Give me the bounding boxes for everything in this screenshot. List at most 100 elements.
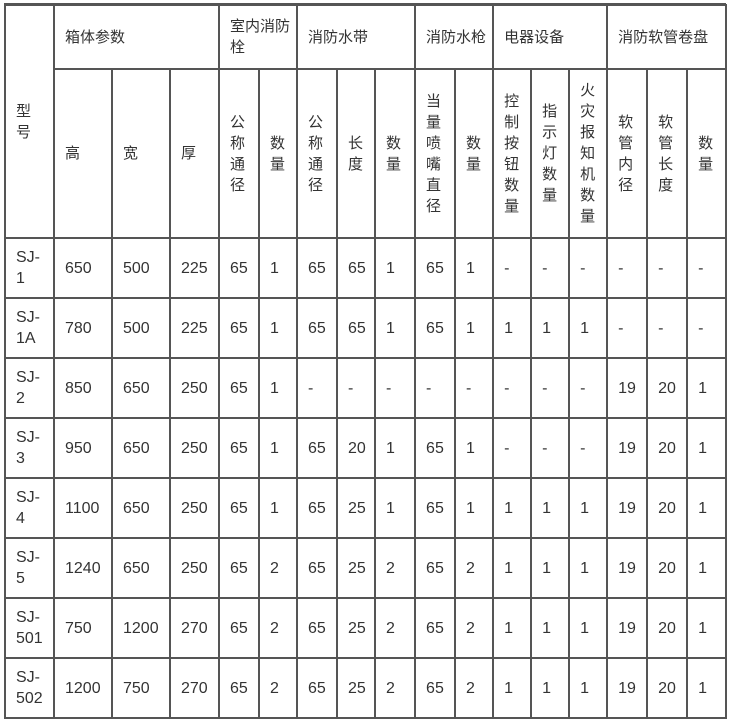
table-cell: - — [530, 417, 571, 479]
table-body: SJ-1 650 500 225 65 1 65 65 1 65 1- - - - - - SJ-1A 780 50… — [4, 237, 728, 719]
header-subcolumn: 厚 — [168, 68, 221, 239]
table-cell: 20 — [646, 417, 689, 479]
header-subcolumn: 高 — [53, 68, 113, 239]
table-cell: 65 — [414, 657, 457, 719]
table-row: SJ-5 1240 650 250 65 2 65 25 2 65 2 1 1 1 19 20 1 — [4, 537, 728, 599]
table-cell: 650 — [53, 237, 113, 299]
header-subcolumn: 火灾报知机数量 — [568, 68, 609, 239]
top-rule — [4, 0, 726, 5]
table-cell: 65 — [218, 477, 261, 539]
table-cell: 1 — [686, 417, 728, 479]
table-cell: 65 — [218, 297, 261, 359]
table-cell: 19 — [606, 537, 649, 599]
table-cell: 65 — [218, 537, 261, 599]
header-group-hose: 消防水带 — [296, 4, 417, 70]
table-cell: 19 — [606, 477, 649, 539]
table-cell: 65 — [414, 477, 457, 539]
table-cell: 25 — [336, 657, 377, 719]
table-cell: - — [568, 237, 609, 299]
table-cell: - — [492, 237, 533, 299]
table-cell: 1 — [258, 297, 299, 359]
table-cell: 1 — [492, 537, 533, 599]
table-cell: 19 — [606, 417, 649, 479]
header-row-subcolumns: 高宽厚公称通径 数量 公称通径 长度 数量 当量喷嘴直径 数量 控制按钮数量 指示灯数量 火灾报知… — [5, 68, 728, 239]
table-cell: 65 — [414, 237, 457, 299]
table-cell: 19 — [606, 597, 649, 659]
table-cell: 1 — [686, 357, 728, 419]
model-cell: SJ-3 — [4, 417, 55, 479]
table-cell: 2 — [374, 597, 417, 659]
table-cell: 65 — [336, 237, 377, 299]
table-cell: 650 — [111, 537, 171, 599]
table-cell: 1240 — [53, 537, 113, 599]
table-cell: 65 — [414, 537, 457, 599]
model-cell: SJ-1 — [4, 237, 55, 299]
header-subcolumn: 软管长度 — [646, 68, 689, 239]
header-subcolumn: 数量 — [374, 68, 417, 239]
header-subcolumn: 控制按钮数量 — [492, 68, 533, 239]
table-cell: 250 — [168, 417, 221, 479]
table-cell: 1 — [530, 477, 571, 539]
table-cell: 1 — [374, 237, 417, 299]
table-cell: 850 — [53, 357, 113, 419]
table-cell: 65 — [336, 297, 377, 359]
table-cell: - — [686, 297, 728, 359]
table-cell: 2 — [258, 537, 299, 599]
table-cell: - — [606, 297, 649, 359]
table-cell: 19 — [606, 357, 649, 419]
table-cell: 1 — [530, 297, 571, 359]
header-group-electrical: 电器设备 — [492, 4, 609, 70]
table-cell: 250 — [168, 537, 221, 599]
table-cell: 2 — [374, 537, 417, 599]
table-cell: 1 — [258, 237, 299, 299]
table-cell: 25 — [336, 477, 377, 539]
table-cell: 65 — [218, 657, 261, 719]
header-subcolumn: 公称通径 — [296, 68, 339, 239]
header-subcolumn: 公称通径 — [218, 68, 261, 239]
table-cell: 1 — [686, 657, 728, 719]
table-cell: 20 — [646, 477, 689, 539]
table-cell: - — [492, 357, 533, 419]
table-cell: 1 — [686, 597, 728, 659]
table-cell: 1 — [454, 417, 495, 479]
table-cell: 65 — [296, 297, 339, 359]
table-cell: 1 — [568, 297, 609, 359]
table-cell: - — [336, 357, 377, 419]
table-cell: - — [646, 237, 689, 299]
table-cell: 1 — [686, 537, 728, 599]
table-cell: 65 — [296, 537, 339, 599]
table-cell: - — [374, 357, 417, 419]
table-cell: 1 — [568, 477, 609, 539]
table-cell: 65 — [296, 417, 339, 479]
table-cell: 1 — [568, 597, 609, 659]
table-cell: 19 — [606, 657, 649, 719]
table-cell: 1 — [374, 477, 417, 539]
table-row: SJ-3 950 650 250 65 1 65 20 1 65 1- - -19 20 1 — [4, 417, 728, 479]
table-cell: 2 — [258, 657, 299, 719]
table-cell: 650 — [111, 477, 171, 539]
model-cell: SJ-502 — [4, 657, 55, 719]
header-group-hydrant: 室内消防栓 — [218, 4, 299, 70]
table-cell: 1 — [374, 297, 417, 359]
table-cell: - — [646, 297, 689, 359]
header-subcolumn: 宽 — [111, 68, 171, 239]
table-cell: 650 — [111, 417, 171, 479]
table-cell: 20 — [646, 597, 689, 659]
table-cell: 250 — [168, 477, 221, 539]
table-cell: 1 — [258, 477, 299, 539]
header-group-hose-reel: 消防软管卷盘 — [606, 4, 728, 70]
table-cell: 1 — [492, 477, 533, 539]
header-subcolumn: 长度 — [336, 68, 377, 239]
table-cell: 1 — [454, 477, 495, 539]
table-cell: - — [568, 357, 609, 419]
header-model: 型号 — [4, 4, 55, 239]
table-cell: - — [606, 237, 649, 299]
table-cell: 1 — [374, 417, 417, 479]
table-cell: 65 — [218, 357, 261, 419]
table-cell: 1 — [530, 657, 571, 719]
header-subcolumn: 数量 — [686, 68, 728, 239]
table-cell: 270 — [168, 657, 221, 719]
table-cell: 65 — [296, 597, 339, 659]
table-cell: - — [686, 237, 728, 299]
table-cell: 1 — [492, 297, 533, 359]
